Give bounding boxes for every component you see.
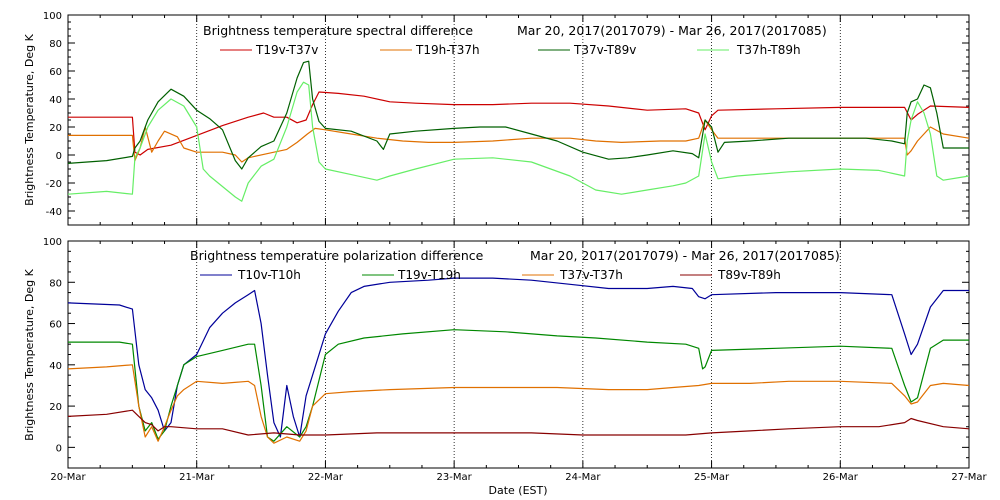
polarization-y-tick-label: 20 [49,402,62,413]
spectral-x-axis [67,15,970,225]
spectral-panel: -40 -20 0 20 40 60 80 100 Brightness temperatur… [23,11,970,226]
polarization-y-tick-label: 60 [49,320,62,331]
polarization-date-range: Mar 20, 2017(2017079) - Mar 26, 2017(201… [530,248,840,263]
polarization-grid [196,241,841,468]
x-tick-label-22-mar: 22-Mar [308,472,344,483]
spectral-legend: T19v-T37v T19h-T37h T37v-T89v T37h-T89h [220,43,801,57]
polarization-series-lines [67,277,970,444]
x-tick-label-24-mar: 24-Mar [565,472,601,483]
spectral-date-range: Mar 20, 2017(2017079) - Mar 26, 2017(201… [517,23,827,38]
polarization-y-axis: 0 20 40 60 80 100 [43,237,969,469]
polarization-y-tick-label: 0 [56,443,62,454]
series-line-t89v-t89h [67,409,970,436]
spectral-y-tick-label: 80 [49,39,62,50]
spectral-y-tick-label: 40 [49,95,62,106]
x-tick-label-23-mar: 23-Mar [437,472,473,483]
x-tick-label-26-mar: 26-Mar [823,472,859,483]
spectral-y-tick-label: 100 [43,11,62,22]
x-tick-label-20-mar: 20-Mar [50,472,86,483]
x-tick-label-27-mar: 27-Mar [951,472,987,483]
spectral-y-tick-label: -20 [46,179,62,190]
spectral-y-tick-label: 0 [56,151,62,162]
series-line-t37v-t89v [67,60,969,170]
spectral-y-tick-label: 20 [49,123,62,134]
polarization-legend: T10v-T10h T19v-T19h T37v-T37h T89v-T89h [200,268,781,282]
polarization-y-tick-label: 80 [49,278,62,289]
spectral-y-axis-title: Brightness Temperature, Deg K [23,33,36,205]
legend-label-t37v-t89v: T37v-T89v [573,43,636,57]
spectral-y-tick-label: 60 [49,67,62,78]
legend-label-t37h-t89h: T37h-T89h [736,43,801,57]
x-tick-label-25-mar: 25-Mar [694,472,730,483]
legend-label-t10v-t10h: T10v-T10h [237,268,301,282]
legend-label-t37v-t37h: T37v-T37h [559,268,623,282]
x-axis-title: Date (EST) [488,484,547,497]
spectral-y-tick-label: -40 [46,207,62,218]
legend-label-t89v-t89h: T89v-T89h [717,268,781,282]
series-line-t19v-t37v [68,91,970,156]
legend-label-t19h-t37h: T19h-T37h [415,43,480,57]
x-tick-label-21-mar: 21-Mar [179,472,215,483]
polarization-plot-frame [67,240,970,469]
polarization-y-axis-title: Brightness Temperature, Deg K [23,268,36,440]
spectral-plot-frame [67,14,970,226]
polarization-y-tick-label: 40 [49,361,62,372]
polarization-x-axis: 20-Mar 21-Mar 22-Mar 23-Mar 24-Mar 25-Mar 26-M… [50,241,987,483]
spectral-grid [196,15,841,225]
legend-label-t19v-t37v: T19v-T37v [255,43,318,57]
series-line-t37h-t89h [67,81,970,202]
polarization-panel: 0 20 40 60 80 100 20-Mar 21-Mar 22-Mar 23-Mar 24-… [23,237,987,497]
legend-label-t19v-t19h: T19v-T19h [397,268,461,282]
polarization-chart-title: Brightness temperature polarization diff… [190,248,484,263]
polarization-y-tick-label: 100 [43,237,62,248]
spectral-series-lines [67,60,970,202]
spectral-chart-title: Brightness temperature spectral differen… [203,23,473,38]
